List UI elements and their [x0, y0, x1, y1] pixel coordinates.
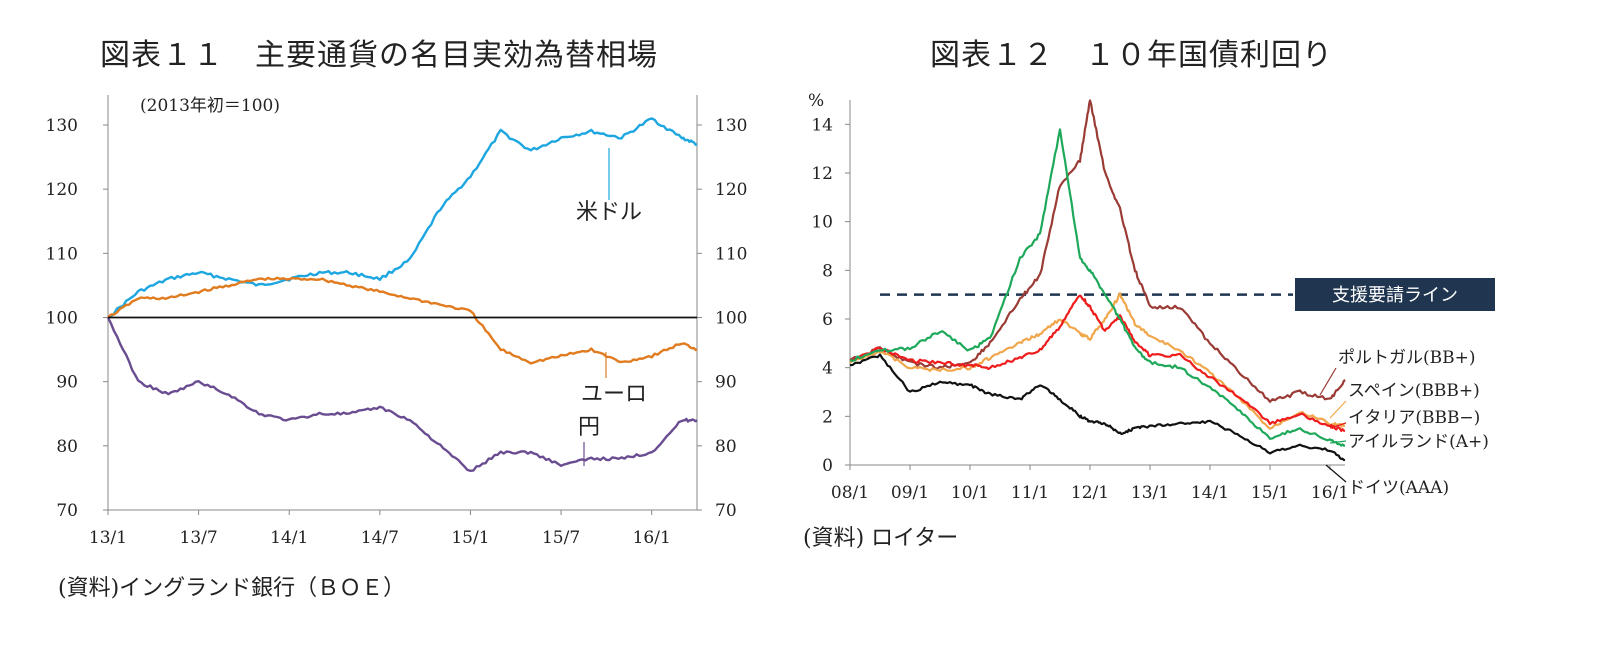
y-tick-label-right: 70: [715, 501, 737, 521]
y-tick-label-left: 100: [46, 309, 78, 329]
x-tick-label: 14/7: [361, 528, 399, 548]
y-tick-label-left: 110: [46, 244, 78, 264]
series-line: [849, 292, 1346, 430]
support-request-label-box: [1295, 278, 1495, 311]
x-tick-label: 13/1: [1131, 483, 1169, 503]
right-chart-svg: % 0 2 4 6 8 10 12 14 08/1 09/1 10/1 11/1 12/1 13/1 14/1…: [808, 91, 1495, 503]
series-label: イタリア(BBB−): [1348, 408, 1480, 428]
right-chart-title: 図表１２ １０年国債利回り: [930, 38, 1333, 73]
x-tick-label: 11/1: [1011, 483, 1049, 503]
series-line: [849, 99, 1346, 403]
y-tick-label: 4: [822, 359, 833, 379]
label-arrow: [1329, 400, 1347, 419]
x-tick-label: 13/7: [180, 528, 218, 548]
left-source-note: (資料)イングランド銀行（ＢＯＥ）: [58, 576, 406, 601]
support-request-label: 支援要請ライン: [1332, 285, 1458, 306]
label-arrow: [1329, 422, 1347, 429]
series-line: [849, 128, 1346, 447]
x-tick-label: 12/1: [1071, 483, 1109, 503]
y-tick-label-right: 90: [715, 373, 737, 393]
x-tick-label: 08/1: [831, 483, 869, 503]
series-line: [107, 276, 698, 365]
series-label: ポルトガル(BB+): [1338, 348, 1476, 368]
y-tick-label-right: 100: [715, 309, 747, 329]
x-tick-label: 16/1: [1311, 483, 1349, 503]
y-tick-label: 8: [822, 261, 833, 281]
series-label: アイルランド(A+): [1348, 432, 1489, 452]
series-line: [106, 316, 698, 472]
chart-note: (2013年初＝100): [140, 96, 280, 116]
left-chart-title: 図表１１ 主要通貨の名目実効為替相場: [100, 38, 658, 73]
x-tick-label: 09/1: [891, 483, 929, 503]
series-label: ドイツ(AAA): [1348, 478, 1449, 498]
x-tick-label: 13/1: [89, 528, 127, 548]
y-tick-label: 0: [822, 456, 833, 476]
series-label: ユーロ: [581, 382, 647, 407]
left-chart-panel: 図表１１ 主要通貨の名目実効為替相場 70 70 80 80 90 90 100 100 110…: [0, 0, 800, 656]
y-tick-label-left: 70: [56, 501, 78, 521]
label-arrow: [1329, 440, 1347, 444]
y-tick-label-right: 130: [715, 116, 747, 136]
y-tick-label-left: 80: [56, 437, 78, 457]
label-arrow: [1319, 367, 1337, 396]
y-axis-unit-label: %: [808, 91, 824, 111]
x-tick-label: 15/1: [451, 528, 489, 548]
y-tick-label: 2: [822, 407, 833, 427]
y-tick-label-left: 120: [46, 180, 78, 200]
y-tick-label-right: 80: [715, 437, 737, 457]
series-line: [107, 117, 698, 319]
label-arrow: [1325, 464, 1347, 483]
y-tick-label: 10: [811, 213, 833, 233]
series-line: [849, 294, 1346, 432]
x-tick-label: 10/1: [951, 483, 989, 503]
left-chart-svg: 70 70 80 80 90 90 100 100 110 110 120 120 130 130 13/1…: [46, 95, 747, 548]
x-tick-label: 14/1: [270, 528, 308, 548]
right-source-note: (資料) ロイター: [803, 526, 959, 551]
y-tick-label: 6: [822, 310, 833, 330]
y-tick-label-right: 110: [715, 244, 747, 264]
y-tick-label-right: 120: [715, 180, 747, 200]
series-label: スペイン(BBB+): [1348, 381, 1480, 401]
x-tick-label: 16/1: [633, 528, 671, 548]
y-tick-label: 14: [811, 115, 833, 135]
series-line: [849, 353, 1346, 462]
y-tick-label-left: 90: [56, 373, 78, 393]
y-tick-label: 12: [811, 164, 833, 184]
x-tick-label: 14/1: [1191, 483, 1229, 503]
right-chart-panel: 図表１２ １０年国債利回り % 0 2 4 6 8 10 12 14 08/1 09/1 10/1 11…: [800, 0, 1619, 656]
series-label: 円: [578, 415, 600, 440]
x-tick-label: 15/1: [1251, 483, 1289, 503]
x-tick-label: 15/7: [542, 528, 580, 548]
series-label: 米ドル: [576, 200, 642, 225]
y-tick-label-left: 130: [46, 116, 78, 136]
